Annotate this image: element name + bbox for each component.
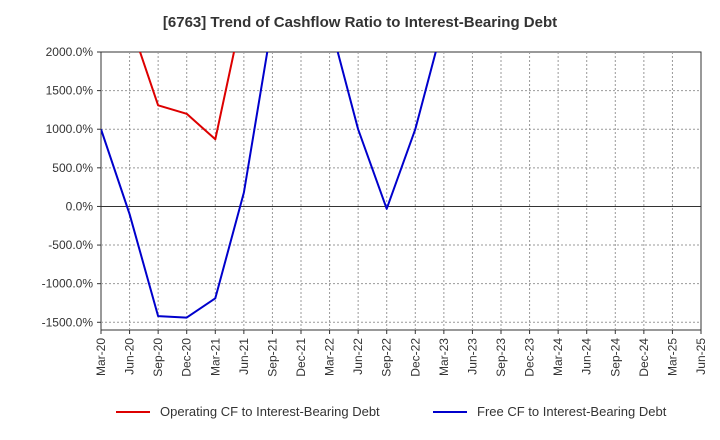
series-line-free-cf — [336, 52, 437, 210]
legend-item-free-cf: Free CF to Interest-Bearing Debt — [433, 404, 666, 419]
x-tick-label: Mar-23 — [437, 338, 451, 376]
series-line-free-cf — [101, 52, 269, 319]
series-lines — [101, 52, 437, 319]
x-tick-label: Dec-21 — [294, 338, 308, 377]
legend-label-free-cf: Free CF to Interest-Bearing Debt — [477, 404, 667, 419]
x-tick-label: Jun-23 — [465, 338, 479, 375]
legend-item-operating-cf: Operating CF to Interest-Bearing Debt — [116, 404, 380, 419]
x-tick-label: Dec-23 — [523, 338, 537, 377]
x-axis: Mar-20 Jun-20 Sep-20 Dec-20 Mar-21 Jun-21 Sep-… — [94, 330, 708, 377]
y-tick-label: -500.0% — [48, 238, 93, 252]
x-tick-label: Sep-21 — [265, 338, 279, 377]
y-tick-label: 500.0% — [52, 161, 93, 175]
x-tick-label: Mar-24 — [551, 338, 565, 376]
legend-swatch-operating-cf — [116, 410, 150, 413]
x-tick-label: Jun-22 — [351, 338, 365, 375]
series-line-operating-cf — [139, 52, 236, 141]
x-tick-label: Sep-24 — [608, 338, 622, 377]
chart-title: [6763] Trend of Cashflow Ratio to Intere… — [162, 14, 558, 31]
y-tick-label: -1500.0% — [42, 315, 94, 329]
x-tick-label: Dec-22 — [408, 338, 422, 377]
x-tick-label: Jun-24 — [580, 338, 594, 375]
x-tick-label: Jun-20 — [123, 338, 137, 375]
x-tick-label: Jun-25 — [694, 338, 708, 375]
x-tick-label: Sep-23 — [494, 338, 508, 377]
y-axis: 2000.0% 1500.0% 1000.0% 500.0% 0.0% -500.0% -1… — [42, 45, 101, 329]
y-tick-label: 2000.0% — [46, 45, 94, 59]
x-tick-label: Jun-21 — [237, 338, 251, 375]
x-tick-label: Dec-20 — [180, 338, 194, 377]
y-tick-label: 1500.0% — [46, 84, 94, 98]
plot-area — [100, 51, 702, 331]
y-tick-label: 1000.0% — [46, 122, 94, 136]
x-tick-label: Mar-22 — [323, 338, 337, 376]
x-tick-label: Mar-20 — [94, 338, 108, 376]
x-tick-label: Sep-20 — [151, 338, 165, 377]
y-tick-label: -1000.0% — [42, 277, 94, 291]
x-tick-label: Mar-21 — [208, 338, 222, 376]
y-tick-label: 0.0% — [66, 199, 94, 213]
legend-swatch-free-cf — [433, 410, 467, 413]
x-tick-label: Mar-25 — [665, 338, 679, 376]
x-tick-label: Sep-22 — [380, 338, 394, 377]
x-tick-label: Dec-24 — [637, 338, 651, 377]
legend-label-operating-cf: Operating CF to Interest-Bearing Debt — [160, 404, 380, 419]
